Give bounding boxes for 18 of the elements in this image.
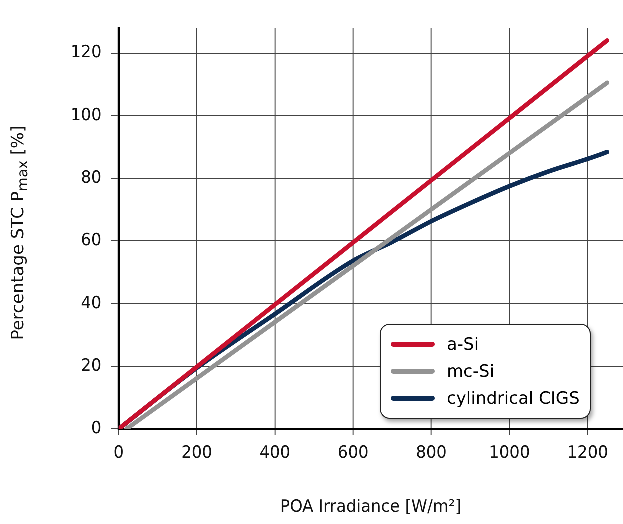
y-tick-label: 40: [81, 292, 102, 312]
x-tick-label: 1200: [567, 442, 608, 462]
legend-label: mc-Si: [447, 362, 495, 382]
x-tick-label: 0: [114, 442, 124, 462]
legend-label: cylindrical CIGS: [447, 388, 580, 408]
y-tick-label: 80: [81, 168, 102, 188]
y-tick-label: 0: [91, 418, 102, 438]
x-axis-title: POA Irradiance [W/m²]: [280, 496, 462, 516]
x-tick-label: 800: [416, 442, 447, 462]
legend-label: a-Si: [447, 334, 480, 354]
x-tick-label: 1000: [489, 442, 530, 462]
y-tick-label: 120: [70, 42, 102, 62]
x-tick-label: 400: [260, 442, 291, 462]
y-tick-label: 100: [70, 104, 102, 124]
x-tick-label: 600: [338, 442, 369, 462]
x-tick-label: 200: [182, 442, 212, 462]
y-tick-label: 60: [81, 230, 102, 250]
y-tick-label: 20: [81, 356, 102, 376]
